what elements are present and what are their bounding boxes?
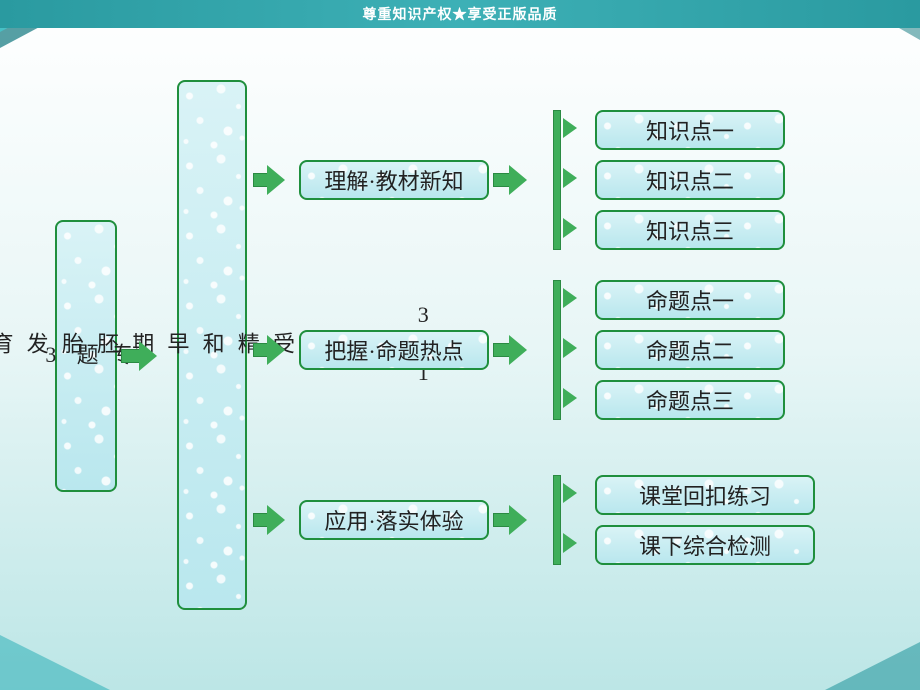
mini-arrow: [563, 288, 577, 308]
node-l11[interactable]: 知识点一: [595, 110, 785, 150]
node-mid1[interactable]: 理解·教材新知: [299, 160, 489, 200]
node-label: 理解·教材新知: [318, 162, 469, 198]
arrow-mid2-grp2: [493, 335, 527, 365]
mini-arrow: [563, 218, 577, 238]
arrow-mid1-grp1: [493, 165, 527, 195]
node-label: 课堂回扣练习: [629, 477, 781, 513]
node-l12[interactable]: 知识点二: [595, 160, 785, 200]
mini-arrow: [563, 388, 577, 408]
node-l31[interactable]: 课堂回扣练习: [595, 475, 815, 515]
node-l32[interactable]: 课下综合检测: [595, 525, 815, 565]
mini-arrow: [563, 483, 577, 503]
node-label: 应用·落实体验: [318, 502, 469, 538]
node-label: 命题点三: [636, 382, 744, 418]
node-l23[interactable]: 命题点三: [595, 380, 785, 420]
arrow-sec31-mid2: [253, 335, 285, 365]
arrow-mid3-grp3: [493, 505, 527, 535]
node-label: 知识点三: [636, 212, 744, 248]
node-label: 知识点一: [636, 112, 744, 148]
mini-arrow: [563, 533, 577, 553]
bracket-bar: [553, 110, 561, 250]
arrow-sec31-mid3: [253, 505, 285, 535]
node-sec31[interactable]: 3.1 体 内 受 精 和 早 期 胚 胎 发 育: [177, 80, 247, 610]
node-label: 命题点一: [636, 282, 744, 318]
bracket-bar: [553, 280, 561, 420]
node-l13[interactable]: 知识点三: [595, 210, 785, 250]
arrow-root-sec31: [121, 341, 157, 371]
header-text: 尊重知识产权★享受正版品质: [363, 4, 558, 24]
mini-arrow: [563, 118, 577, 138]
node-label: 把握·命题热点: [318, 332, 469, 368]
node-label: 命题点二: [636, 332, 744, 368]
header-band: 尊重知识产权★享受正版品质: [0, 0, 920, 28]
node-l22[interactable]: 命题点二: [595, 330, 785, 370]
arrow-sec31-mid1: [253, 165, 285, 195]
node-l21[interactable]: 命题点一: [595, 280, 785, 320]
node-label: 课下综合检测: [629, 527, 781, 563]
mini-arrow: [563, 338, 577, 358]
node-label: 知识点二: [636, 162, 744, 198]
mini-arrow: [563, 168, 577, 188]
node-mid3[interactable]: 应用·落实体验: [299, 500, 489, 540]
node-mid2[interactable]: 把握·命题热点: [299, 330, 489, 370]
flow-diagram: 专 题 33.1 体 内 受 精 和 早 期 胚 胎 发 育理解·教材新知把握·…: [55, 70, 865, 650]
bracket-bar: [553, 475, 561, 565]
